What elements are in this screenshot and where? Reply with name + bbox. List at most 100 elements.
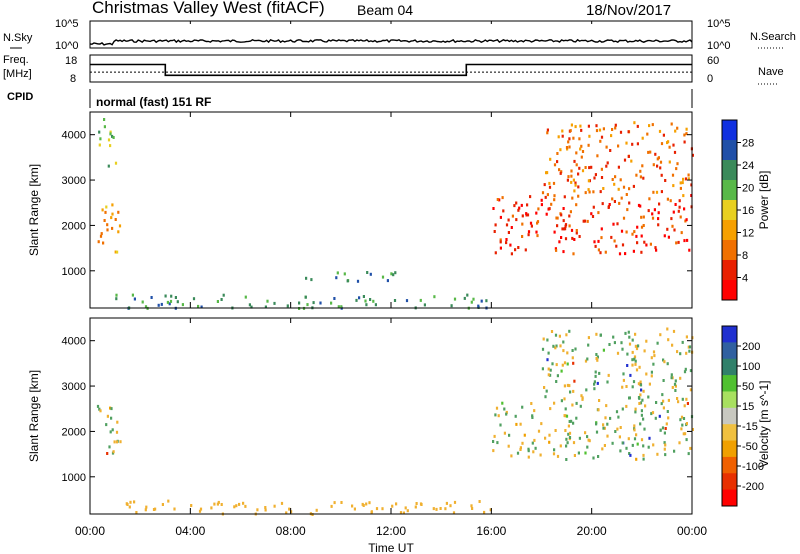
data-cell [596,358,599,362]
colorbar-swatch [722,200,737,221]
colorbar-swatch [722,391,737,409]
data-cell [636,225,639,229]
power-ylabel: Slant Range [km] [27,164,41,256]
data-cell [542,337,545,341]
data-cell [599,333,602,337]
data-cell [584,431,587,435]
data-cell [521,441,524,445]
data-cell [145,505,148,509]
data-cell [661,393,664,397]
data-cell [640,234,643,238]
data-cell [98,143,101,147]
colorbar-tick-label: 20 [742,183,754,195]
data-cell [633,121,636,125]
data-cell [603,444,606,447]
data-cell [636,142,639,146]
data-cell [616,351,620,355]
data-cell [625,446,628,450]
data-cell [100,232,103,236]
data-cell [674,129,677,133]
data-cell [587,188,590,192]
colorbar-swatch [722,180,737,201]
data-cell [602,187,605,190]
data-cell [671,386,674,389]
data-cell [637,344,640,348]
data-cell [579,147,582,151]
data-cell [579,404,582,408]
data-cell [450,304,453,308]
data-cell [368,501,371,505]
data-cell [635,433,638,437]
data-cell [650,356,653,360]
data-cell [639,393,642,397]
data-cell [285,511,288,515]
colorbar-frame [721,325,738,507]
data-cell [544,395,547,399]
data-cell [596,355,599,359]
data-cell [658,129,662,133]
data-cell [585,388,588,392]
data-cell [370,510,373,514]
data-cell [660,173,663,177]
data-cell [651,411,655,415]
data-cell [634,344,637,348]
data-cell [596,154,599,158]
data-cell [584,359,588,363]
data-cell [625,230,628,234]
data-cell [593,382,596,386]
data-cell [523,433,526,437]
data-cell [601,447,604,451]
data-cell [200,305,203,309]
data-cell [273,301,276,305]
y-tick-label: 2000 [62,426,86,438]
data-cell [670,217,673,221]
data-cell [242,501,245,505]
nave-label: Nave [758,66,784,78]
colorbar-swatch [722,456,737,474]
data-cell [174,296,177,299]
data-cell [405,299,409,303]
data-cell [572,136,575,140]
data-cell [527,447,530,451]
data-cell [393,299,397,302]
data-cell [607,205,610,209]
data-cell [107,164,110,168]
data-cell [635,368,639,372]
data-cell [664,179,667,182]
data-cell [562,250,565,254]
data-cell [546,128,549,132]
data-cell [551,362,554,366]
data-cell [661,426,665,430]
data-cell [678,199,681,203]
data-cell [662,358,665,362]
data-cell [565,458,568,461]
data-cell [593,387,596,391]
data-cell [478,500,481,503]
data-cell [98,130,101,134]
data-cell [540,203,543,207]
data-cell [525,212,528,216]
data-cell [565,333,568,337]
data-cell [509,243,512,247]
data-cell [683,370,687,374]
data-cell [97,240,100,244]
colorbar-swatch [722,489,737,507]
data-cell [109,144,112,148]
data-cell [647,445,650,449]
data-cell [666,327,669,331]
data-cell [568,420,571,423]
data-cell [659,428,662,432]
data-cell [688,248,691,252]
data-cell [527,230,531,234]
data-cell [615,244,618,248]
data-cell [600,176,604,179]
colorbar-tick-label: 200 [742,341,760,353]
data-cell [556,160,559,164]
freq-tick-top: 18 [65,55,77,67]
data-cell [578,235,581,238]
data-cell [133,500,136,504]
data-cell [651,212,654,216]
velocity-colorbar: 200 100 50 15 -15 -50 -100 -200 [721,325,764,507]
data-cell [217,500,220,504]
data-cell [642,389,645,393]
